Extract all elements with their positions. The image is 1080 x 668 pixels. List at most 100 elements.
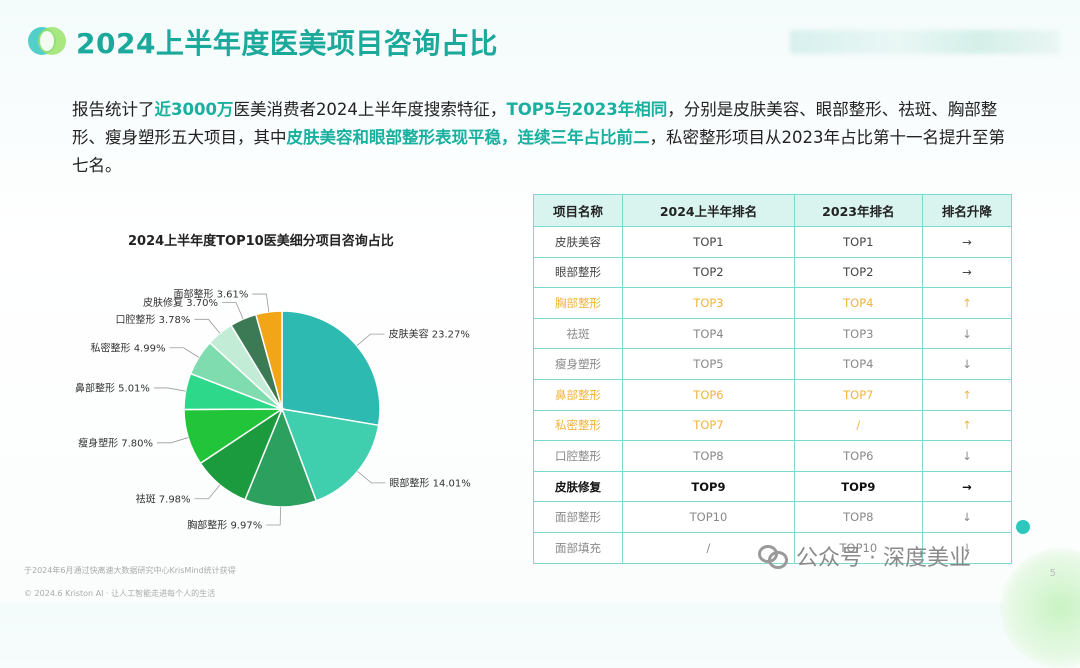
column-header: 项目名称 (532, 194, 624, 227)
cell-rank-change: ↓ (921, 348, 1013, 380)
cell-project-name: 口腔整形 (532, 440, 624, 472)
cell-rank-change: → (921, 470, 1013, 503)
cell-rank-2023: / (793, 409, 923, 442)
pie-label: 皮肤修复 3.70% (143, 296, 218, 309)
cell-rank-change: ↓ (921, 440, 1013, 472)
cell-rank-2023: TOP4 (793, 348, 923, 380)
cell-rank-2024: TOP9 (622, 470, 795, 503)
cell-rank-2024: TOP10 (622, 501, 795, 533)
watermark: 公众号 · 深度美业 (758, 540, 971, 572)
ranking-table: 项目名称 2024上半年排名 2023年排名 排名升降 皮肤美容 TOP1 TOP1… (532, 194, 1013, 564)
cell-project-name: 瘦身塑形 (532, 348, 624, 380)
table-row: 面部整形 TOP10 TOP8 ↓ (532, 501, 1013, 533)
pie-slice-2 (243, 406, 318, 508)
summary-text: ，分别是皮肤美容、眼部整形、祛斑、胸部整形、瘦身塑形五大项目，其中 (72, 100, 998, 147)
blurred-region (790, 30, 1060, 54)
pie-leader-line (157, 437, 189, 444)
decor-dot (1016, 520, 1030, 534)
pie-label: 私密整形 4.99% (91, 341, 166, 354)
table-header-row: 项目名称 2024上半年排名 2023年排名 排名升降 (532, 194, 1013, 227)
table-row: 瘦身塑形 TOP5 TOP4 ↓ (532, 348, 1013, 380)
brand-logo-icon (28, 23, 66, 61)
cell-rank-change: ↓ (921, 317, 1013, 350)
pie-label: 鼻部整形 5.01% (75, 381, 150, 394)
table-row: 私密整形 TOP7/↑ (532, 409, 1013, 442)
pie-leader-line (252, 293, 270, 312)
summary-highlight: 近3000万 (154, 100, 234, 119)
summary-text: 报告统计了 (72, 100, 155, 119)
pie-leader-line (221, 302, 244, 320)
summary-text: ，私密整形项目从2023年占比第十一名提升至第七名。 (72, 128, 1005, 175)
page-number: 5 (1049, 568, 1056, 579)
pie-leader-line (194, 318, 221, 334)
pie-leader-line (194, 484, 221, 500)
cell-rank-change: ↑ (921, 409, 1013, 442)
column-header: 排名升降 (921, 194, 1013, 227)
cell-rank-2023: TOP2 (793, 256, 923, 289)
pie-label: 瘦身塑形 7.80% (78, 436, 153, 449)
pie-slice-1 (280, 408, 380, 502)
table-row: 祛斑 TOP4 TOP3 ↓ (532, 317, 1013, 350)
cell-rank-2023: TOP8 (793, 501, 923, 533)
pie-leader-line (153, 387, 186, 392)
pie-label: 祛斑 7.98% (136, 492, 191, 505)
pie-label: 眼部整形 14.01% (389, 476, 470, 489)
pie-leader-line (266, 506, 281, 526)
pie-label: 皮肤美容 23.27% (389, 328, 470, 341)
cell-project-name: 眼部整形 (532, 256, 624, 289)
cell-project-name: 面部填充 (532, 531, 624, 564)
decor-blob (1000, 548, 1080, 668)
source-note: 于2024年6月通过快离速大数据研究中心KrisMind统计获得 (24, 566, 236, 575)
cell-rank-2023: TOP6 (793, 440, 923, 472)
pie-label: 口腔整形 3.78% (115, 313, 190, 326)
table-row: 皮肤美容 TOP1 TOP1 → (532, 226, 1013, 258)
cell-project-name: 鼻部整形 (532, 378, 624, 411)
table-row: 口腔整形 TOP8 TOP6 ↓ (532, 440, 1013, 472)
summary-paragraph: 报告统计了近3000万医美消费者2024上半年度搜索特征，TOP5与2023年相… (72, 96, 1012, 180)
copyright-note: © 2024.6 Kriston AI · 让人工智能走进每个人的生活 (24, 589, 216, 598)
cell-rank-2023: TOP3 (793, 317, 923, 350)
cell-rank-2023: TOP1 (793, 226, 923, 258)
cell-rank-2023: TOP10 (793, 531, 923, 564)
cell-project-name: 胸部整形 (532, 287, 624, 319)
table-row: 眼部整形 TOP2 TOP2 → (532, 256, 1013, 289)
page-title: 2024上半年度医美项目咨询占比 (76, 27, 498, 60)
pie-leader-line (356, 333, 385, 347)
title-bar: 2024上半年度医美项目咨询占比 (28, 22, 498, 62)
cell-rank-2024: TOP1 (622, 226, 795, 258)
cell-project-name: 皮肤美容 (532, 226, 624, 258)
pie-slice-0 (281, 310, 381, 427)
pie-leader-line (357, 471, 386, 484)
cell-rank-2024: TOP8 (622, 440, 795, 472)
cell-rank-2023: TOP9 (793, 470, 923, 503)
cell-rank-2024: TOP4 (622, 317, 795, 350)
column-header: 2023年排名 (793, 194, 923, 227)
cell-rank-2024: TOP6 (622, 378, 795, 411)
chart-title: 2024上半年度TOP10医美细分项目咨询占比 (128, 234, 394, 249)
summary-highlight: TOP5与2023年相同 (506, 100, 668, 119)
cell-rank-2024: TOP7 (622, 409, 795, 442)
summary-text: 医美消费者2024上半年度搜索特征， (233, 100, 507, 119)
pie-label: 胸部整形 9.97% (187, 518, 262, 531)
column-header: 2024上半年排名 (622, 194, 795, 227)
cell-project-name: 皮肤修复 (532, 470, 624, 503)
cell-rank-change: ↓ (921, 501, 1013, 533)
cell-project-name: 面部整形 (532, 501, 624, 533)
pie-label: 面部整形 3.61% (173, 288, 248, 301)
table-row: 皮肤修复 TOP9 TOP9 → (532, 470, 1013, 503)
cell-rank-change: ↓ (921, 531, 1013, 564)
summary-highlight: 皮肤美容和眼部整形表现平稳，连续三年占比前二 (286, 128, 650, 147)
cell-rank-2024: TOP3 (622, 287, 795, 319)
cell-rank-2023: TOP4 (793, 287, 923, 319)
cell-rank-2023: TOP7 (793, 378, 923, 411)
cell-project-name: 私密整形 (532, 409, 624, 442)
pie-leader-line (169, 347, 199, 358)
wechat-icon (758, 543, 788, 569)
cell-project-name: 祛斑 (532, 317, 624, 350)
cell-rank-change: → (921, 256, 1013, 289)
watermark-text: 公众号 · 深度美业 (796, 546, 971, 571)
cell-rank-change: ↑ (921, 287, 1013, 319)
table-row: 鼻部整形 TOP6 TOP7 ↑ (532, 378, 1013, 411)
table-row: 胸部整形 TOP3 TOP4 ↑ (532, 287, 1013, 319)
cell-rank-change: → (921, 226, 1013, 258)
